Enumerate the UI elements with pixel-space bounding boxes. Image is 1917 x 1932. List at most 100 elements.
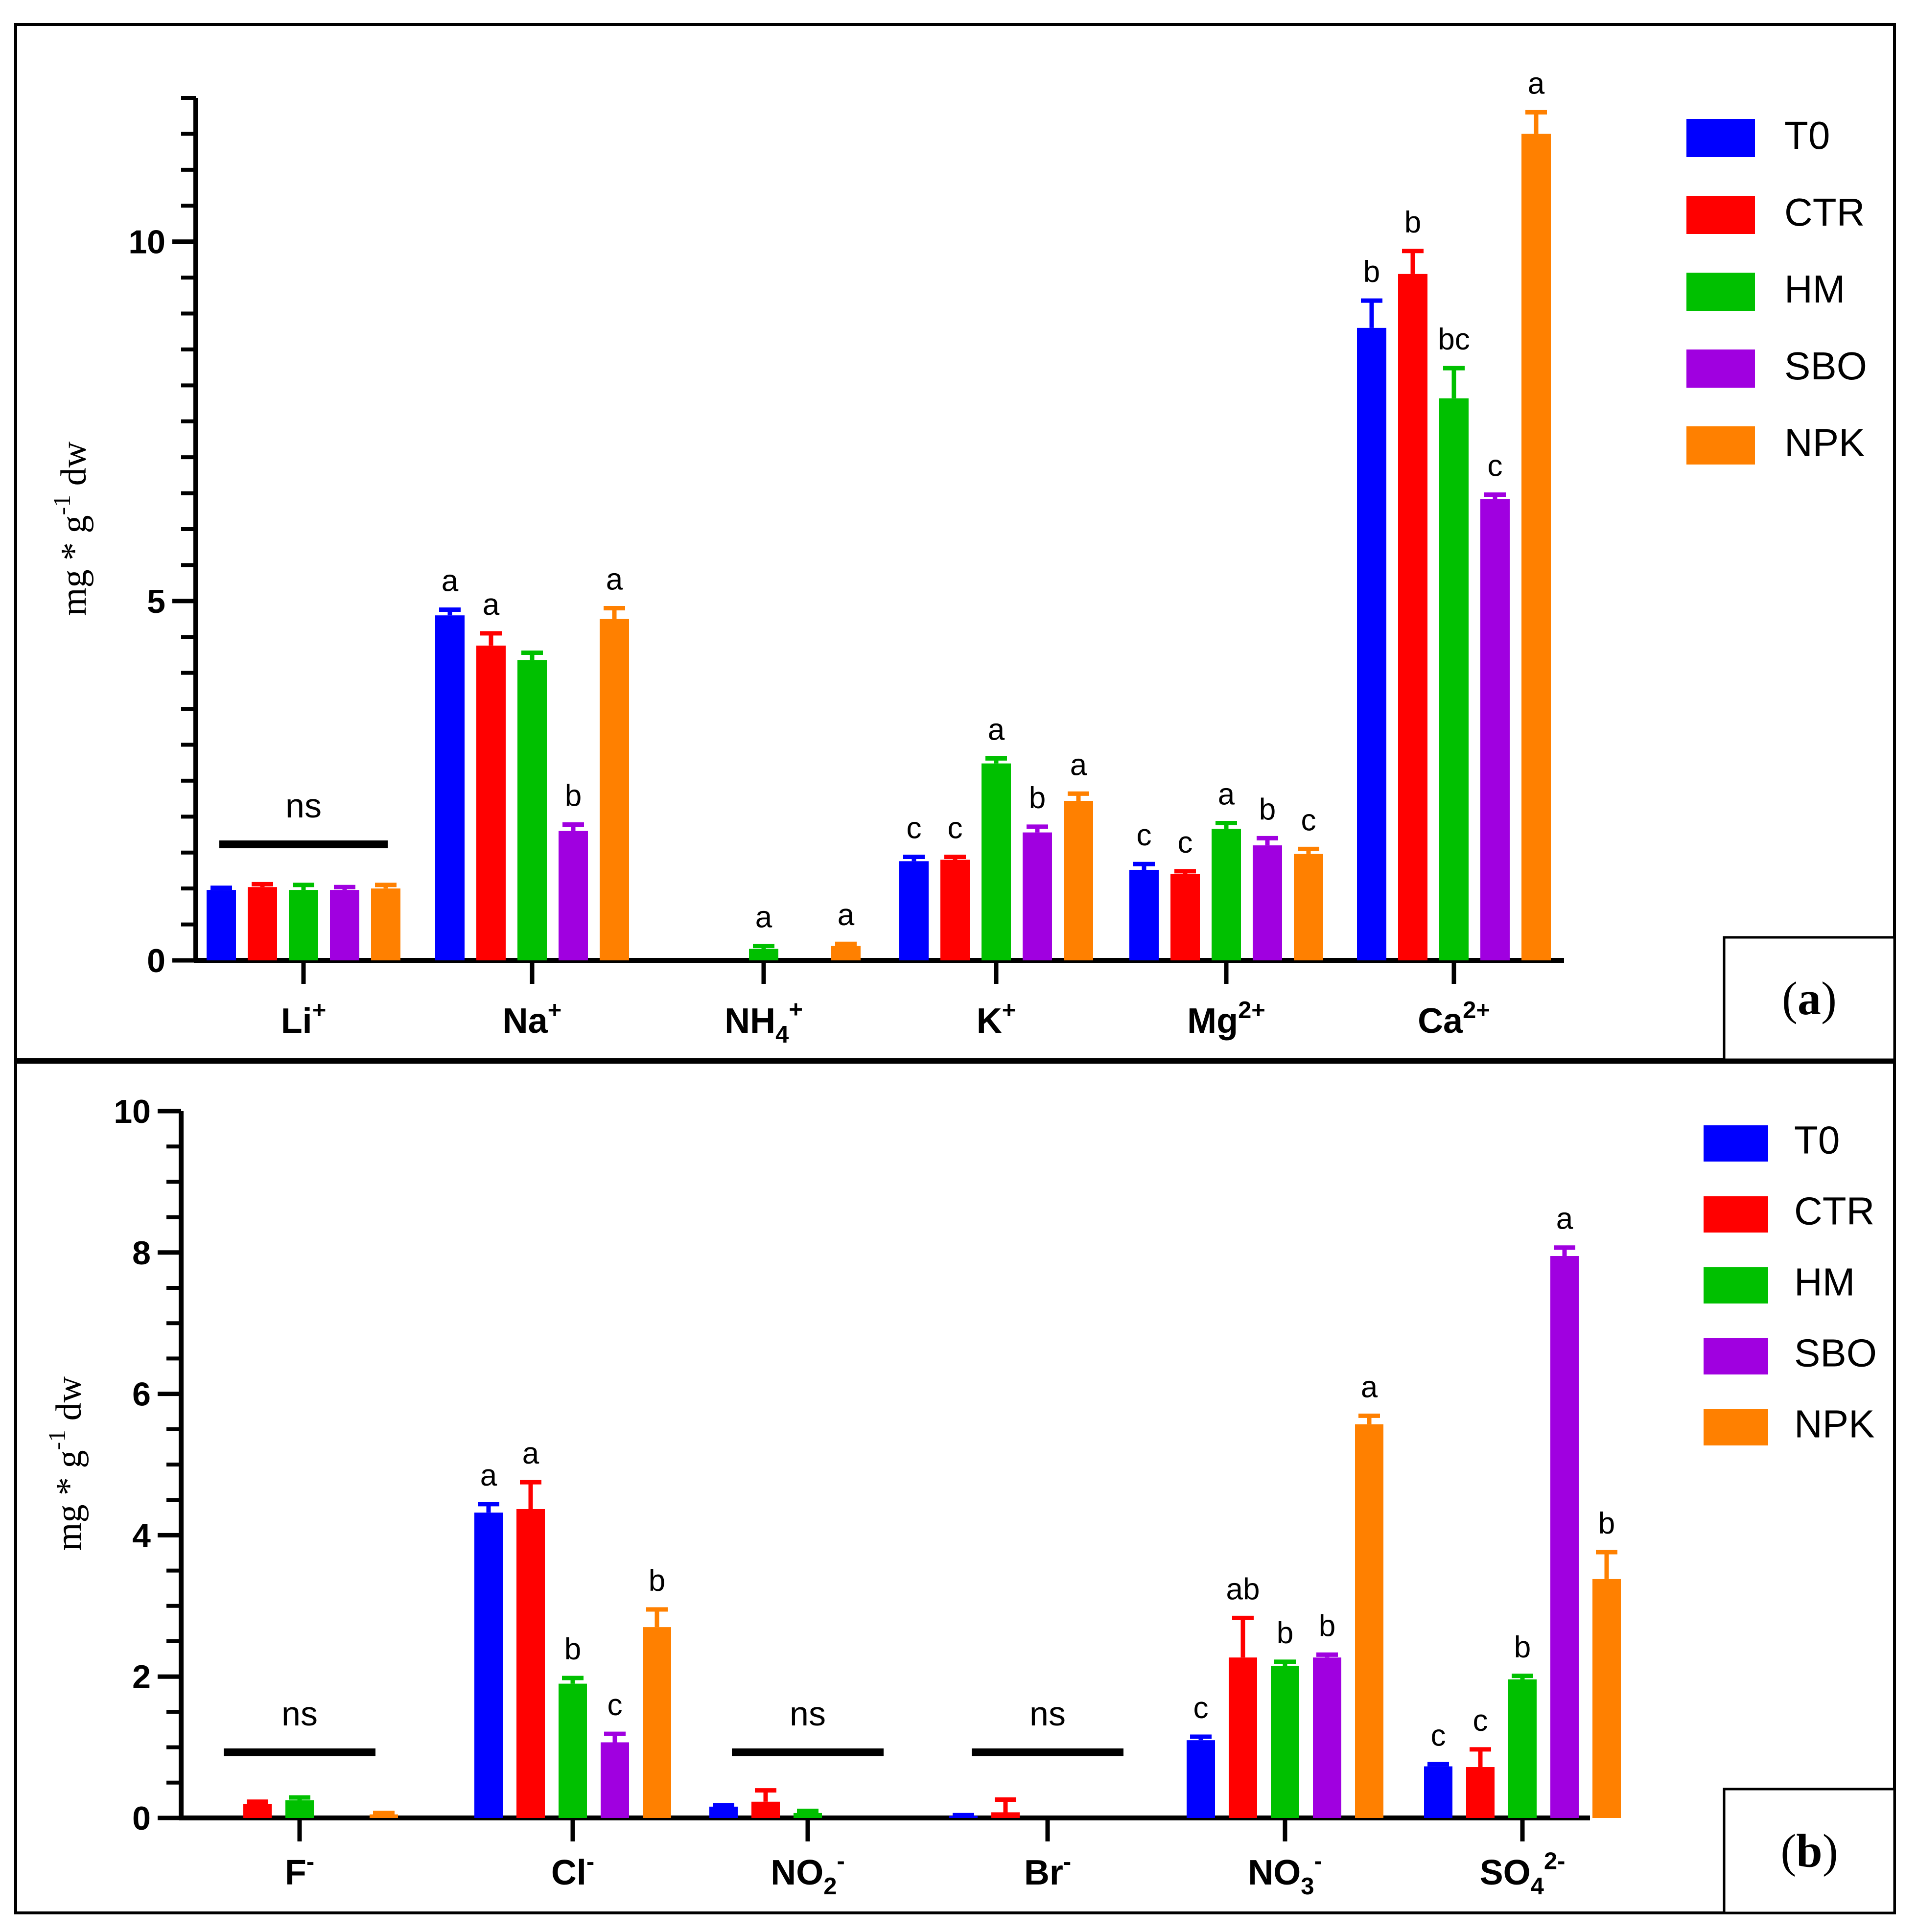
bar-npk	[1355, 1424, 1383, 1818]
bar-sbo	[1480, 499, 1510, 960]
significance-letter: b	[565, 779, 582, 813]
bar-npk	[600, 619, 629, 960]
ns-label: ns	[790, 1695, 826, 1733]
bar-hm	[982, 763, 1011, 960]
y-tick-label: 10	[128, 224, 165, 261]
legend-label: HM	[1784, 267, 1845, 311]
y-tick-label: 6	[132, 1376, 151, 1413]
significance-letter: c	[1178, 826, 1193, 860]
legend-swatch-t0	[1704, 1125, 1768, 1162]
bar-ctr	[248, 887, 277, 960]
significance-letter: b	[1029, 781, 1046, 815]
panel-b: 0 2 4 6 8 10 mg * g-1 dw F- Cl- NO2- Br- NO3- SO42- a…	[14, 1061, 1896, 1914]
bar-sbo	[1023, 832, 1052, 960]
bar-sbo	[1313, 1657, 1341, 1818]
panel-label-box	[1723, 936, 1896, 1061]
y-tick-label: 8	[132, 1234, 151, 1272]
x-category-label: Mg2+	[1187, 997, 1265, 1041]
y-tick-label: 5	[147, 583, 165, 620]
significance-letter: a	[480, 1459, 497, 1492]
x-category-label: NH4+	[725, 996, 803, 1048]
significance-letter: a	[442, 564, 459, 598]
y-tick-label: 2	[132, 1658, 151, 1696]
y-tick-label: 0	[132, 1800, 151, 1837]
significance-letter: b	[564, 1632, 581, 1666]
y-tick-label: 10	[114, 1093, 151, 1130]
bar-hm	[517, 660, 547, 960]
significance-letter: c	[1473, 1704, 1488, 1738]
bar-ctr	[476, 645, 506, 960]
bar-sbo	[601, 1742, 629, 1818]
significance-letter: b	[1598, 1507, 1615, 1540]
bar-sbo	[1253, 845, 1282, 960]
significance-letter: a	[988, 713, 1005, 746]
bar-hm	[289, 890, 318, 960]
legend-label: T0	[1784, 114, 1830, 157]
significance-letter: b	[1363, 255, 1380, 289]
bar-t0	[207, 890, 236, 960]
significance-letter: b	[1319, 1609, 1335, 1643]
ns-label: ns	[285, 787, 322, 825]
significance-letter: c	[608, 1688, 623, 1722]
legend-label: NPK	[1794, 1402, 1875, 1446]
bar-ctr	[751, 1801, 780, 1818]
x-category-label: K+	[977, 997, 1016, 1041]
legend-swatch-npk	[1686, 426, 1755, 465]
bar-t0	[474, 1513, 503, 1818]
panel-label: (b)	[1780, 1825, 1838, 1877]
x-category-label: Cl-	[551, 1849, 594, 1892]
bar-ctr	[1229, 1657, 1257, 1818]
legend-swatch-t0	[1686, 119, 1755, 157]
significance-letter: b	[1259, 792, 1276, 826]
bar-hm	[1439, 398, 1469, 960]
legend-swatch-sbo	[1686, 349, 1755, 388]
x-category-label: Ca2+	[1418, 997, 1490, 1041]
significance-letter: c	[1431, 1719, 1446, 1752]
legend-label: SBO	[1794, 1331, 1877, 1375]
bar-t0	[1357, 327, 1386, 960]
significance-letter: a	[838, 898, 855, 932]
bar-ctr	[940, 860, 970, 960]
panel-label: (a)	[1782, 972, 1837, 1024]
bar-t0	[709, 1806, 738, 1818]
bar-npk	[1521, 134, 1551, 961]
legend-swatch-hm	[1686, 273, 1755, 311]
bar-npk	[1592, 1579, 1621, 1818]
significance-letter: b	[1404, 206, 1421, 239]
bar-hm	[749, 949, 778, 960]
x-category-label: NO2-	[771, 1848, 845, 1900]
significance-letter: a	[1070, 748, 1087, 782]
bar-sbo	[1550, 1256, 1579, 1818]
legend-swatch-ctr	[1704, 1196, 1768, 1233]
ns-label: ns	[1029, 1695, 1066, 1733]
y-tick-label: 0	[147, 942, 165, 979]
bar-hm	[1271, 1666, 1299, 1818]
significance-letter: bc	[1438, 323, 1470, 356]
legend-label: NPK	[1784, 421, 1865, 465]
bar-ctr	[1466, 1767, 1495, 1818]
y-axis-label: mg * g-1 dw	[43, 1376, 89, 1551]
x-category-label: Na+	[503, 997, 562, 1041]
significance-letter: c	[1193, 1691, 1209, 1725]
ns-label: ns	[281, 1695, 318, 1733]
bar-ctr	[1170, 874, 1200, 960]
bar-ctr	[1398, 274, 1427, 960]
bar-t0	[899, 861, 929, 960]
x-category-label: SO42-	[1480, 1848, 1566, 1900]
significance-letter: a	[1218, 778, 1235, 812]
significance-letter: c	[1137, 818, 1152, 852]
bar-sbo	[330, 890, 359, 960]
bar-t0	[1424, 1766, 1452, 1818]
y-axis-label: mg * g-1 dw	[48, 441, 94, 616]
bar-t0	[435, 615, 465, 960]
significance-letter: c	[948, 812, 963, 845]
bar-hm	[794, 1813, 822, 1818]
bar-npk	[643, 1627, 671, 1818]
panel-frame	[14, 1061, 1896, 1914]
bar-hm	[1508, 1679, 1537, 1818]
significance-letter: b	[1277, 1616, 1293, 1650]
bar-npk	[371, 888, 400, 960]
legend-label: HM	[1794, 1260, 1855, 1304]
